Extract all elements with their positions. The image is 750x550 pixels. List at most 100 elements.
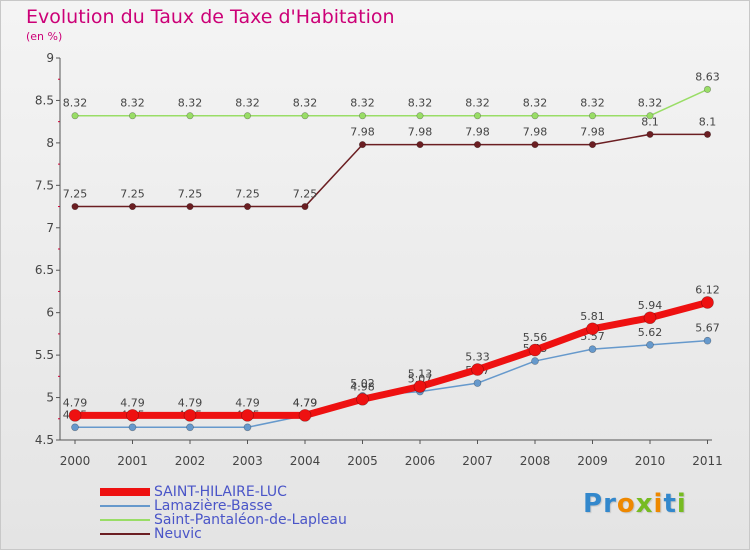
data-point-lamazi-re-basse [186, 423, 194, 432]
data-point-lamazi-re-basse [531, 357, 539, 365]
data-label-saint-hilaire-luc: 5.56 [523, 331, 548, 344]
data-point-neuvic [531, 141, 539, 149]
data-label-neuvic: 7.25 [120, 188, 145, 201]
logo-letter: o [616, 489, 636, 519]
data-label-saint-pantal-on-de-lapleau: 8.32 [235, 97, 260, 110]
data-point-saint-pantal-on-de-lapleau [416, 112, 424, 120]
data-point-saint-hilaire-luc [68, 409, 82, 422]
data-point-saint-pantal-on-de-lapleau [301, 112, 309, 120]
data-label-neuvic: 7.98 [523, 126, 548, 139]
data-label-neuvic: 8.1 [641, 115, 659, 128]
data-label-saint-pantal-on-de-lapleau: 8.32 [120, 97, 145, 110]
series-line-saint-hilaire-luc [75, 299, 709, 419]
data-point-saint-pantal-on-de-lapleau [71, 112, 79, 120]
legend-label: Lamazière-Basse [154, 498, 273, 514]
series-line-neuvic [75, 133, 708, 208]
data-label-saint-hilaire-luc: 4.79 [178, 396, 203, 409]
legend-label: SAINT-HILAIRE-LUC [154, 484, 287, 500]
data-label-saint-hilaire-luc: 5.94 [638, 299, 663, 312]
data-point-lamazi-re-basse [128, 423, 137, 432]
data-point-saint-hilaire-luc [413, 380, 427, 393]
logo-letter: t [663, 489, 677, 519]
x-tick-label: 2003 [232, 454, 263, 468]
data-point-lamazi-re-basse [71, 423, 79, 432]
x-tick-label: 2004 [290, 454, 321, 468]
data-point-neuvic [416, 141, 424, 149]
data-label-saint-hilaire-luc: 4.79 [120, 396, 145, 409]
legend-swatch [100, 519, 150, 521]
x-tick-label: 2010 [635, 454, 666, 468]
chart-title: Evolution du Taux de Taxe d'Habitation [26, 6, 395, 28]
data-label-saint-pantal-on-de-lapleau: 8.32 [293, 97, 318, 110]
data-point-neuvic [129, 203, 137, 211]
data-point-lamazi-re-basse [703, 336, 712, 345]
legend-item-saint-hilaire-luc: SAINT-HILAIRE-LUC [100, 485, 347, 499]
data-label-saint-hilaire-luc: 5.13 [408, 368, 433, 381]
legend-swatch [100, 533, 150, 535]
data-point-neuvic [646, 130, 654, 138]
data-label-lamazi-re-basse: 5.02 [350, 377, 375, 390]
data-point-lamazi-re-basse [243, 423, 252, 432]
data-label-neuvic: 7.25 [178, 188, 203, 201]
data-label-neuvic: 7.25 [293, 188, 318, 201]
y-tick-label: 6 [46, 306, 54, 320]
data-point-saint-pantal-on-de-lapleau [186, 112, 194, 120]
data-point-saint-hilaire-luc [643, 311, 657, 325]
data-label-saint-pantal-on-de-lapleau: 8.32 [408, 97, 433, 110]
data-label-neuvic: 7.98 [350, 126, 375, 139]
logo-letter: i [676, 489, 687, 519]
data-label-neuvic: 7.98 [408, 126, 433, 139]
data-point-saint-pantal-on-de-lapleau [358, 112, 366, 120]
logo-letter: i [653, 489, 664, 519]
data-label-neuvic: 8.1 [699, 115, 717, 128]
data-point-saint-hilaire-luc [241, 409, 254, 422]
data-label-neuvic: 7.98 [580, 126, 605, 139]
data-point-saint-pantal-on-de-lapleau [703, 85, 711, 93]
x-tick-label: 2005 [347, 454, 378, 468]
data-point-lamazi-re-basse [646, 341, 654, 349]
data-point-lamazi-re-basse [473, 379, 482, 387]
data-label-saint-hilaire-luc: 6.12 [695, 283, 720, 296]
y-tick-label: 9 [46, 51, 54, 65]
x-tick-label: 2008 [520, 454, 551, 468]
data-point-neuvic [244, 203, 252, 211]
y-tick-label: 5 [46, 391, 54, 405]
data-label-saint-hilaire-luc: 4.98 [350, 380, 375, 393]
data-point-saint-hilaire-luc [528, 343, 542, 357]
data-label-saint-pantal-on-de-lapleau: 8.32 [465, 97, 490, 110]
data-label-lamazi-re-basse: 5.62 [638, 326, 663, 339]
data-label-saint-hilaire-luc: 5.81 [580, 310, 605, 323]
data-point-saint-hilaire-luc [183, 409, 197, 422]
x-tick-label: 2007 [462, 454, 493, 468]
y-tick-label: 5.5 [35, 348, 54, 362]
proxiti-logo: Proxiti [583, 489, 687, 519]
data-label-saint-hilaire-luc: 4.79 [293, 396, 318, 409]
legend-swatch [100, 505, 150, 507]
y-tick-label: 7.5 [35, 178, 54, 192]
data-label-saint-hilaire-luc: 4.79 [235, 396, 260, 409]
y-tick-label: 8 [46, 136, 54, 150]
x-tick-label: 2000 [60, 454, 91, 468]
x-tick-label: 2006 [405, 454, 436, 468]
data-point-saint-pantal-on-de-lapleau [646, 112, 654, 120]
data-point-neuvic [71, 203, 79, 211]
data-label-neuvic: 7.25 [63, 188, 88, 201]
data-point-saint-hilaire-luc [701, 296, 714, 309]
data-point-neuvic [703, 130, 711, 138]
data-point-neuvic [473, 141, 481, 149]
data-label-saint-hilaire-luc: 4.79 [63, 396, 88, 409]
logo-letter: x [635, 489, 654, 519]
data-label-neuvic: 7.98 [465, 126, 490, 139]
data-label-saint-pantal-on-de-lapleau: 8.32 [350, 97, 375, 110]
data-point-saint-pantal-on-de-lapleau [473, 112, 481, 120]
data-point-saint-pantal-on-de-lapleau [244, 112, 252, 120]
data-point-saint-hilaire-luc [471, 363, 484, 376]
chart-subtitle: (en %) [26, 30, 63, 43]
data-point-saint-pantal-on-de-lapleau [129, 112, 137, 120]
data-point-lamazi-re-basse [588, 345, 597, 353]
data-point-saint-hilaire-luc [586, 322, 599, 336]
legend-item-lamaziere-basse: Lamazière-Basse [100, 499, 347, 513]
data-point-saint-hilaire-luc [356, 392, 369, 406]
